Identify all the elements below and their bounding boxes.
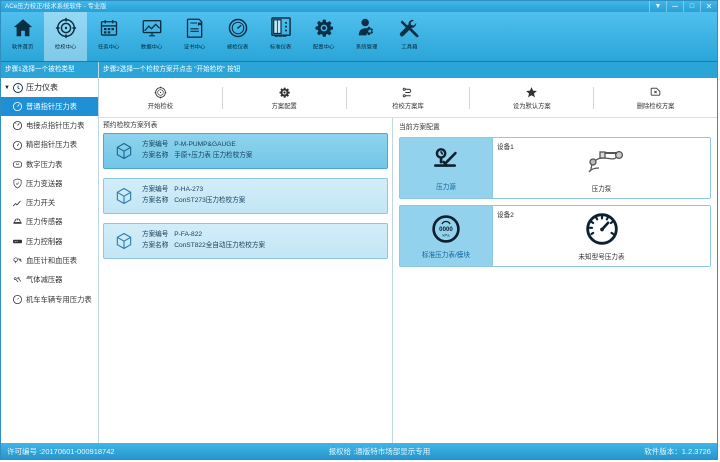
svg-text:kPa: kPa: [443, 232, 451, 237]
